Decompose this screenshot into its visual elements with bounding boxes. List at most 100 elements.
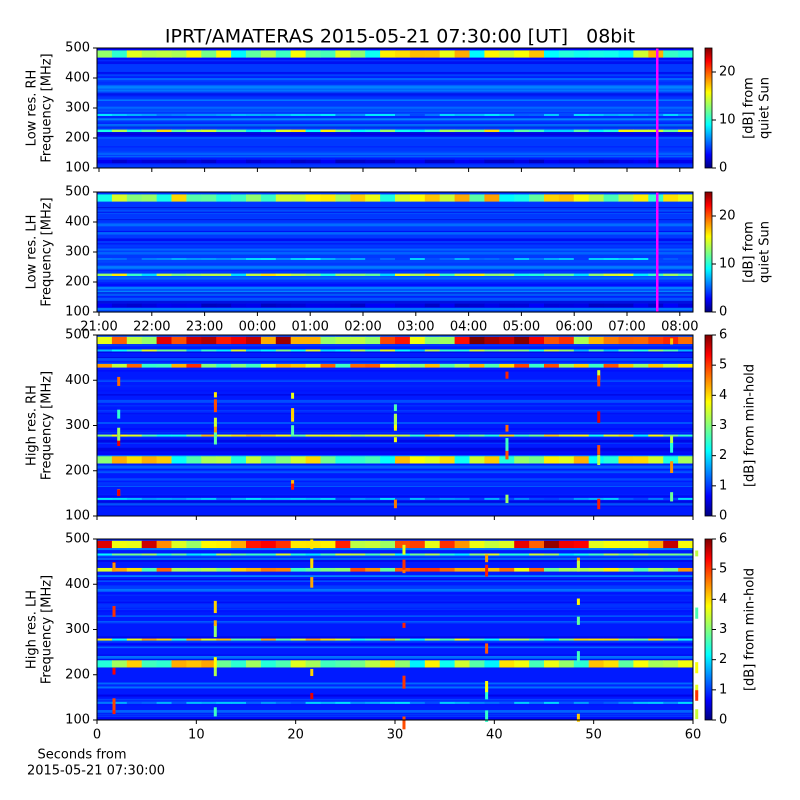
image-band: [648, 497, 664, 500]
image-band: [603, 194, 619, 202]
image-band: [499, 434, 515, 437]
image-band: [618, 114, 634, 116]
image-band: [156, 258, 172, 260]
image-band: [678, 567, 694, 572]
image-band: [454, 553, 470, 556]
image-band: [290, 303, 307, 308]
image-band: [529, 567, 545, 572]
image-stripe: [97, 153, 693, 155]
image-band: [395, 50, 411, 58]
image-burst: [310, 558, 314, 569]
image-band: [484, 50, 500, 58]
image-band: [544, 363, 560, 368]
image-band: [558, 497, 575, 500]
image-band: [335, 497, 351, 500]
image-band: [216, 303, 232, 308]
image-band: [97, 497, 113, 500]
image-stripe: [97, 622, 693, 624]
image-band: [603, 363, 619, 368]
image-band: [231, 567, 247, 572]
image-band: [618, 194, 634, 202]
image-band: [156, 114, 172, 116]
image-stripe: [97, 57, 693, 61]
image-band: [409, 129, 426, 132]
y-axis-label: Low res. LH: [25, 215, 40, 290]
image-band: [573, 497, 590, 500]
image-band: [231, 456, 247, 464]
x-tick-label: 01:00: [291, 320, 328, 335]
image-stripe: [97, 106, 693, 108]
image-band: [663, 363, 679, 368]
image-band: [111, 363, 128, 368]
image-band: [290, 114, 307, 116]
x-tick-label: 21:00: [80, 320, 117, 335]
image-stripe: [97, 683, 693, 687]
image-band: [231, 701, 247, 704]
y-tick-label: 400: [65, 71, 90, 86]
image-band: [484, 456, 500, 464]
image-band: [186, 540, 202, 549]
image-stripe: [97, 559, 693, 562]
image-band: [409, 273, 426, 276]
colorbar-tick-label: 4: [719, 388, 727, 403]
image-band: [529, 497, 545, 500]
image-band: [544, 50, 560, 58]
image-band: [469, 567, 485, 572]
image-burst: [402, 675, 406, 689]
image-band: [141, 540, 158, 549]
image-band: [558, 701, 575, 704]
image-band: [216, 336, 232, 345]
image-band: [573, 540, 590, 549]
x-tick-label: 10: [188, 728, 205, 743]
image-stripe: [97, 389, 693, 392]
image-band: [97, 434, 113, 437]
image-band: [469, 303, 485, 308]
image-band: [275, 159, 292, 164]
image-stripe: [97, 605, 693, 608]
image-band: [544, 540, 560, 549]
image-band: [558, 567, 575, 572]
image-band: [544, 349, 560, 352]
image-band: [201, 50, 217, 58]
image-burst: [402, 559, 406, 570]
image-band: [126, 273, 143, 276]
image-band: [290, 638, 307, 641]
image-band: [588, 434, 605, 437]
x-tick-label: 23:00: [186, 320, 223, 335]
image-band: [663, 434, 679, 437]
image-band: [544, 553, 560, 556]
image-band: [275, 660, 292, 668]
image-band: [484, 273, 500, 276]
image-stripe: [97, 115, 693, 119]
colorbar: [704, 538, 713, 721]
image-burst: [505, 451, 509, 460]
image-band: [201, 363, 217, 368]
image-stripe: [97, 248, 693, 251]
image-band: [156, 50, 172, 58]
image-stripe: [97, 385, 693, 388]
spectrogram-image: [97, 539, 699, 730]
image-band: [529, 273, 545, 276]
image-band: [290, 159, 307, 164]
spectrogram-image: [97, 48, 694, 168]
image-band: [618, 258, 634, 260]
image-band: [678, 258, 694, 260]
y-tick-label: 300: [65, 622, 90, 637]
image-burst: [213, 624, 217, 638]
image-band: [350, 303, 366, 308]
image-band: [618, 434, 634, 437]
image-band: [678, 336, 694, 345]
image-band: [335, 194, 351, 202]
image-band: [603, 303, 619, 308]
image-band: [409, 258, 426, 260]
image-band: [246, 567, 262, 572]
image-band: [305, 456, 321, 464]
image-band: [484, 434, 500, 437]
image-band: [246, 638, 262, 641]
image-band: [454, 363, 470, 368]
image-band: [126, 363, 143, 368]
image-band: [216, 159, 232, 164]
image-band: [171, 258, 187, 260]
colorbar-tick-label: 20: [719, 209, 736, 224]
image-band: [126, 129, 143, 132]
